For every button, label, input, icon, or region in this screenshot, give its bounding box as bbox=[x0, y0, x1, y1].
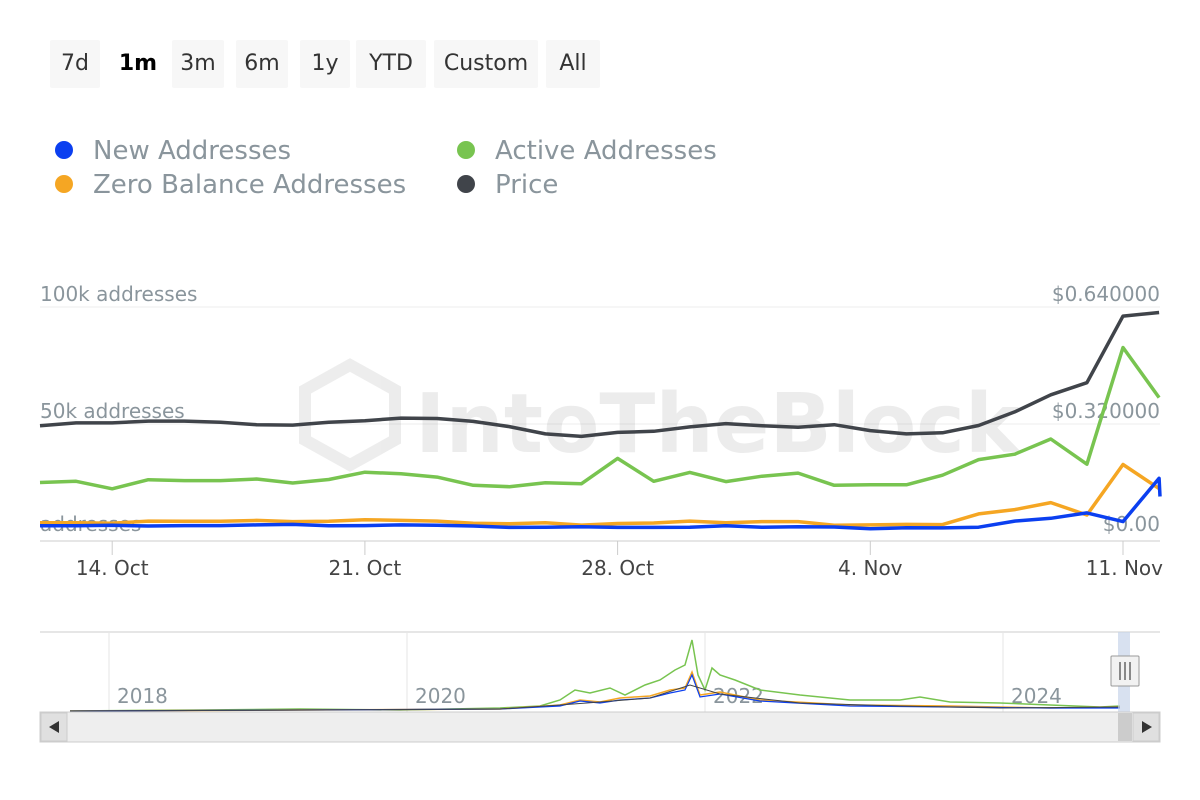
x-axis-tick-label: 21. Oct bbox=[329, 556, 402, 580]
legend-item-price[interactable]: Price bbox=[457, 169, 558, 201]
series-line-new-addresses[interactable] bbox=[40, 476, 1162, 531]
legend-item-active-addresses[interactable]: Active Addresses bbox=[457, 135, 717, 167]
y-axis-right-tick-label: $0.00 bbox=[1103, 512, 1160, 536]
x-axis-ticks: 14. Oct 21. Oct 28. Oct 4. Nov 11. Nov bbox=[76, 541, 1163, 580]
legend-dot-icon bbox=[457, 174, 475, 193]
legend-item-new-addresses[interactable]: New Addresses bbox=[55, 135, 291, 167]
y-axis-left-tick-label: 50k addresses bbox=[40, 399, 185, 423]
range-button-1y[interactable]: 1y bbox=[300, 40, 350, 88]
series-line-active-addresses[interactable] bbox=[39, 345, 1161, 491]
x-axis-tick-label: 28. Oct bbox=[581, 556, 654, 580]
navigator-series-new bbox=[69, 673, 1120, 712]
range-button-7d[interactable]: 7d bbox=[50, 40, 100, 88]
legend-item-zero-balance-addresses[interactable]: Zero Balance Addresses bbox=[55, 169, 406, 201]
series-line-zero-balance-addresses[interactable] bbox=[40, 462, 1161, 528]
series-line-price[interactable] bbox=[39, 310, 1160, 439]
range-button-all[interactable]: All bbox=[546, 40, 600, 88]
series-layer bbox=[39, 310, 1162, 531]
legend-dot-icon bbox=[457, 140, 475, 159]
arrow-right-icon bbox=[1142, 721, 1152, 733]
legend-label: Active Addresses bbox=[495, 136, 717, 166]
range-button-ytd[interactable]: YTD bbox=[356, 40, 426, 88]
navigator[interactable] bbox=[40, 632, 1160, 712]
range-button-custom[interactable]: Custom bbox=[434, 40, 538, 88]
navigator-series-price bbox=[69, 684, 1121, 712]
y-axis-right-tick-label: $0.640000 bbox=[1052, 282, 1160, 306]
legend-label: New Addresses bbox=[93, 136, 292, 166]
legend-dot-icon bbox=[55, 140, 73, 159]
legend-dot-icon bbox=[55, 174, 73, 193]
x-axis-tick-label: 14. Oct bbox=[76, 556, 149, 580]
legend-label: Zero Balance Addresses bbox=[93, 170, 407, 200]
scrollbar-track[interactable] bbox=[39, 711, 1161, 743]
y-axis-left-tick-label: 100k addresses bbox=[40, 282, 197, 306]
navigator-year-label: 2018 bbox=[117, 684, 168, 708]
navigator-handle[interactable] bbox=[1110, 655, 1140, 687]
legend-label: Price bbox=[495, 170, 559, 200]
watermark-logo-icon bbox=[299, 358, 401, 472]
navigator-year-label: 2020 bbox=[415, 684, 466, 708]
scrollbar-thumb[interactable] bbox=[1118, 713, 1132, 741]
x-axis-tick-label: 11. Nov bbox=[1086, 556, 1163, 580]
range-button-3m[interactable]: 3m bbox=[172, 40, 224, 88]
range-button-1m[interactable]: 1m bbox=[110, 40, 166, 88]
arrow-left-icon bbox=[49, 721, 59, 733]
range-button-6m[interactable]: 6m bbox=[236, 40, 288, 88]
x-axis-tick-label: 4. Nov bbox=[838, 556, 903, 580]
